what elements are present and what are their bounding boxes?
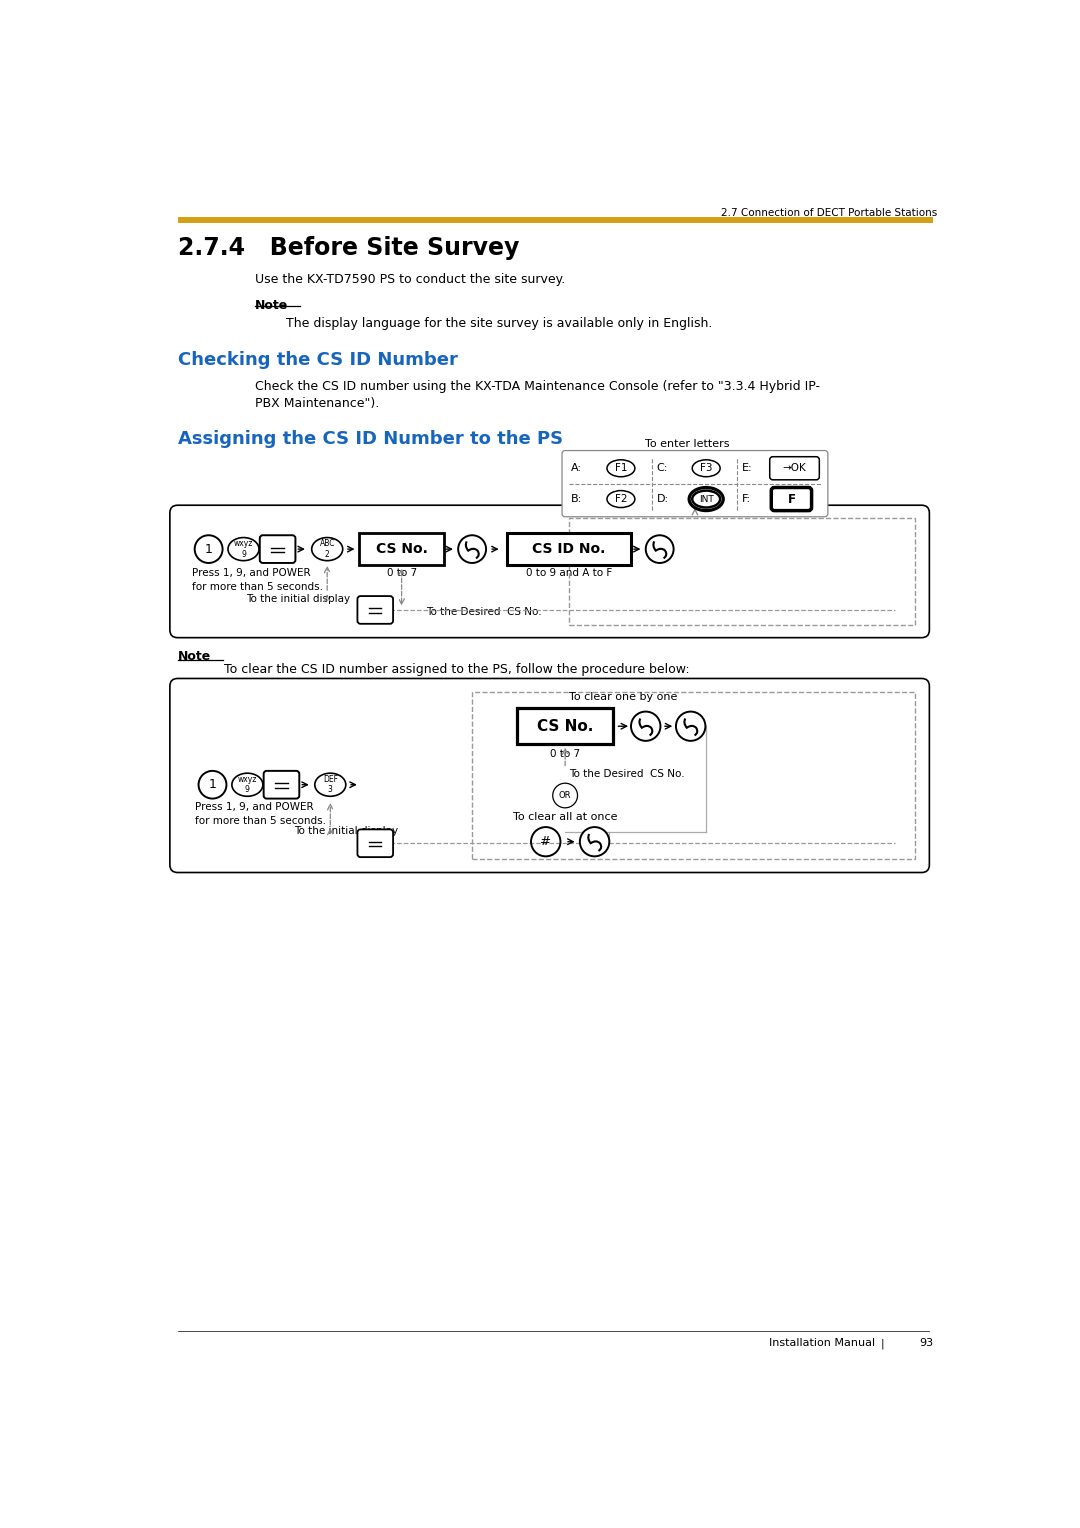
Ellipse shape: [312, 538, 342, 561]
Text: ABC
2: ABC 2: [320, 539, 335, 559]
Text: Press 1, 9, and POWER: Press 1, 9, and POWER: [191, 568, 310, 579]
FancyBboxPatch shape: [357, 830, 393, 857]
Text: To clear all at once: To clear all at once: [513, 813, 618, 822]
Text: CS No.: CS No.: [537, 718, 593, 733]
Text: DEF
3: DEF 3: [323, 775, 338, 795]
Text: |: |: [880, 1339, 885, 1349]
Text: 1: 1: [205, 542, 213, 556]
Text: wxyz
9: wxyz 9: [238, 775, 257, 795]
FancyBboxPatch shape: [517, 709, 613, 744]
Text: for more than 5 seconds.: for more than 5 seconds.: [195, 816, 326, 825]
Text: Note: Note: [255, 299, 288, 312]
FancyBboxPatch shape: [170, 678, 930, 872]
Text: E:: E:: [742, 463, 753, 474]
Text: CS No.: CS No.: [376, 542, 428, 556]
Text: To the Desired  CS No.: To the Desired CS No.: [426, 607, 541, 617]
Ellipse shape: [692, 460, 720, 477]
Text: B:: B:: [571, 494, 582, 504]
FancyBboxPatch shape: [357, 596, 393, 623]
Text: D:: D:: [657, 494, 669, 504]
Text: To enter letters: To enter letters: [645, 439, 729, 449]
Text: Checking the CS ID Number: Checking the CS ID Number: [177, 351, 458, 370]
FancyBboxPatch shape: [562, 451, 828, 516]
Text: #: #: [540, 836, 551, 848]
Circle shape: [580, 827, 609, 856]
Text: 0 to 7: 0 to 7: [387, 568, 417, 579]
Text: F1: F1: [615, 463, 627, 474]
Text: 2.7.4   Before Site Survey: 2.7.4 Before Site Survey: [177, 235, 519, 260]
Text: CS ID No.: CS ID No.: [532, 542, 606, 556]
Ellipse shape: [607, 460, 635, 477]
Circle shape: [631, 712, 661, 741]
Text: 0 to 7: 0 to 7: [550, 749, 580, 759]
Text: Press 1, 9, and POWER: Press 1, 9, and POWER: [195, 802, 314, 811]
FancyBboxPatch shape: [170, 506, 930, 637]
Ellipse shape: [607, 490, 635, 507]
Text: INT: INT: [699, 495, 714, 504]
Circle shape: [458, 535, 486, 562]
FancyBboxPatch shape: [177, 217, 933, 223]
Ellipse shape: [692, 490, 720, 507]
Text: F:: F:: [742, 494, 751, 504]
Text: Assigning the CS ID Number to the PS: Assigning the CS ID Number to the PS: [177, 429, 563, 448]
Circle shape: [646, 535, 674, 562]
Text: 2.7 Connection of DECT Portable Stations: 2.7 Connection of DECT Portable Stations: [720, 208, 937, 219]
Text: To the initial display: To the initial display: [246, 594, 350, 604]
FancyBboxPatch shape: [264, 770, 299, 799]
Text: →OK: →OK: [783, 463, 807, 474]
Text: OR: OR: [558, 792, 571, 801]
Text: A:: A:: [571, 463, 582, 474]
Ellipse shape: [232, 773, 262, 796]
FancyBboxPatch shape: [260, 535, 296, 562]
Text: F: F: [787, 492, 796, 506]
Text: To clear the CS ID number assigned to the PS, follow the procedure below:: To clear the CS ID number assigned to th…: [225, 663, 690, 675]
Text: F3: F3: [700, 463, 713, 474]
Text: C:: C:: [657, 463, 667, 474]
Text: 1: 1: [208, 778, 216, 792]
Text: wxyz
9: wxyz 9: [233, 539, 253, 559]
FancyBboxPatch shape: [360, 533, 444, 565]
Text: 93: 93: [919, 1339, 933, 1348]
Text: To the initial display: To the initial display: [295, 827, 399, 836]
Text: Note: Note: [177, 649, 211, 663]
Text: To the Desired  CS No.: To the Desired CS No.: [569, 769, 685, 779]
Text: 0 to 9 and A to F: 0 to 9 and A to F: [526, 568, 612, 579]
Text: for more than 5 seconds.: for more than 5 seconds.: [191, 582, 323, 593]
Circle shape: [676, 712, 705, 741]
FancyBboxPatch shape: [771, 487, 811, 510]
Text: F2: F2: [615, 494, 627, 504]
Text: The display language for the site survey is available only in English.: The display language for the site survey…: [286, 316, 713, 330]
FancyBboxPatch shape: [508, 533, 631, 565]
Text: Use the KX-TD7590 PS to conduct the site survey.: Use the KX-TD7590 PS to conduct the site…: [255, 272, 565, 286]
Ellipse shape: [228, 538, 259, 561]
Text: PBX Maintenance").: PBX Maintenance").: [255, 397, 379, 411]
Text: Check the CS ID number using the KX-TDA Maintenance Console (refer to "3.3.4 Hyb: Check the CS ID number using the KX-TDA …: [255, 380, 820, 394]
Text: Installation Manual: Installation Manual: [769, 1339, 875, 1348]
Text: To clear one by one: To clear one by one: [569, 692, 677, 703]
Ellipse shape: [314, 773, 346, 796]
FancyBboxPatch shape: [770, 457, 820, 480]
